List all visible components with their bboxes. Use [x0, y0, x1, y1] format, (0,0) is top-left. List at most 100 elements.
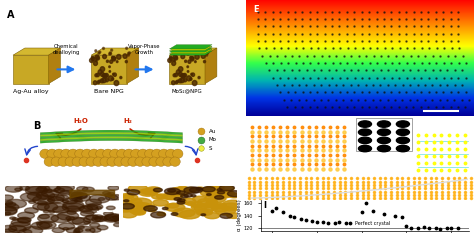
Circle shape: [188, 60, 191, 63]
Circle shape: [73, 231, 80, 233]
Text: C: C: [9, 189, 16, 198]
Point: [273, 206, 280, 210]
Circle shape: [103, 149, 113, 158]
Text: I: I: [263, 201, 266, 210]
Circle shape: [74, 193, 87, 199]
Circle shape: [26, 186, 47, 195]
Circle shape: [71, 192, 87, 199]
Circle shape: [82, 187, 94, 192]
Point: [443, 226, 451, 230]
Circle shape: [90, 228, 101, 232]
Circle shape: [84, 204, 98, 210]
Circle shape: [377, 129, 391, 135]
Point: [279, 211, 287, 214]
Circle shape: [183, 73, 187, 77]
Circle shape: [137, 149, 148, 158]
Circle shape: [202, 187, 213, 192]
Circle shape: [97, 81, 100, 84]
Circle shape: [176, 80, 179, 83]
Polygon shape: [40, 137, 182, 141]
Polygon shape: [40, 139, 182, 143]
Circle shape: [173, 208, 195, 217]
Point: [436, 227, 444, 231]
Circle shape: [187, 66, 189, 68]
Circle shape: [210, 204, 220, 209]
Circle shape: [184, 194, 192, 197]
Circle shape: [67, 211, 76, 214]
Circle shape: [62, 200, 69, 203]
Circle shape: [110, 216, 119, 220]
Circle shape: [142, 157, 152, 166]
Circle shape: [61, 149, 71, 158]
Point: [362, 202, 370, 205]
Circle shape: [170, 57, 173, 61]
Circle shape: [169, 187, 189, 196]
Text: Mo: Mo: [209, 137, 217, 142]
Circle shape: [63, 201, 84, 209]
Circle shape: [112, 57, 115, 60]
Circle shape: [102, 78, 106, 83]
Circle shape: [123, 195, 134, 199]
Text: G: G: [360, 120, 367, 129]
Circle shape: [78, 226, 84, 229]
Circle shape: [40, 149, 50, 158]
Text: S: S: [209, 146, 212, 151]
Polygon shape: [40, 132, 182, 137]
Circle shape: [71, 193, 82, 197]
Circle shape: [173, 55, 177, 59]
Circle shape: [20, 186, 30, 190]
Circle shape: [93, 61, 98, 65]
Circle shape: [215, 207, 236, 215]
Circle shape: [202, 187, 215, 192]
Circle shape: [168, 189, 175, 192]
Circle shape: [187, 71, 189, 72]
Circle shape: [33, 195, 55, 205]
Circle shape: [95, 60, 97, 62]
Point: [420, 225, 428, 229]
Circle shape: [86, 229, 91, 231]
Circle shape: [358, 145, 372, 152]
Circle shape: [131, 199, 142, 203]
Circle shape: [184, 187, 196, 192]
Circle shape: [131, 208, 146, 214]
Point: [398, 215, 406, 219]
Circle shape: [102, 47, 104, 49]
Text: Au: Au: [209, 129, 216, 134]
Polygon shape: [170, 48, 217, 55]
Point: [403, 225, 410, 228]
Circle shape: [164, 192, 183, 200]
Circle shape: [191, 204, 207, 210]
Circle shape: [10, 217, 16, 219]
Circle shape: [203, 61, 206, 63]
Point: [319, 220, 327, 224]
Circle shape: [65, 157, 75, 166]
Circle shape: [100, 72, 104, 76]
Circle shape: [86, 157, 96, 166]
Circle shape: [0, 206, 17, 215]
Circle shape: [55, 186, 73, 194]
Circle shape: [116, 61, 118, 63]
Circle shape: [198, 76, 200, 79]
Polygon shape: [170, 55, 205, 84]
Circle shape: [185, 60, 187, 62]
Circle shape: [165, 149, 176, 158]
Circle shape: [103, 55, 107, 59]
Circle shape: [5, 212, 11, 215]
Circle shape: [124, 200, 129, 202]
Circle shape: [177, 191, 185, 194]
Circle shape: [9, 222, 31, 231]
Polygon shape: [91, 48, 139, 55]
Circle shape: [75, 149, 85, 158]
Circle shape: [44, 210, 49, 213]
Circle shape: [206, 189, 223, 196]
Circle shape: [54, 188, 64, 193]
Circle shape: [144, 189, 158, 195]
Polygon shape: [170, 51, 212, 55]
Circle shape: [128, 157, 138, 166]
Circle shape: [227, 213, 240, 218]
Circle shape: [37, 201, 47, 205]
Circle shape: [177, 199, 185, 202]
Circle shape: [187, 52, 189, 54]
Point: [425, 226, 433, 230]
Text: H₂O: H₂O: [73, 118, 88, 124]
